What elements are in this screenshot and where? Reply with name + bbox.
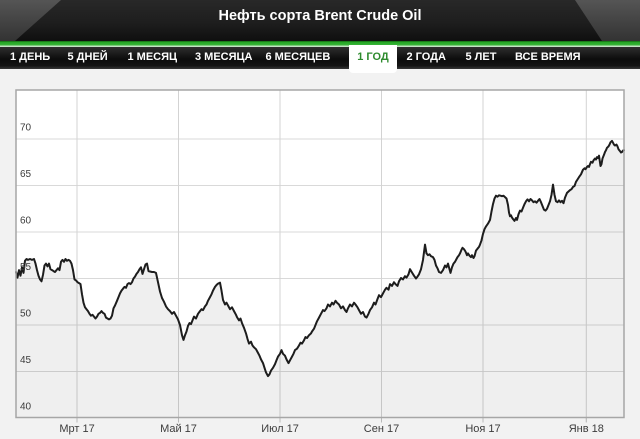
svg-text:40: 40 (20, 402, 32, 413)
svg-text:45: 45 (20, 355, 32, 366)
svg-text:Май 17: Май 17 (160, 423, 197, 435)
svg-text:Сен 17: Сен 17 (364, 423, 399, 435)
svg-text:Янв 18: Янв 18 (569, 423, 604, 435)
svg-text:65: 65 (20, 169, 32, 180)
svg-text:50: 50 (20, 309, 32, 320)
svg-text:Мрт 17: Мрт 17 (59, 423, 94, 435)
svg-text:Июл 17: Июл 17 (261, 423, 299, 435)
svg-text:60: 60 (20, 216, 32, 227)
svg-text:70: 70 (20, 123, 32, 134)
svg-text:Ноя 17: Ноя 17 (465, 423, 500, 435)
svg-text:55: 55 (20, 262, 32, 273)
